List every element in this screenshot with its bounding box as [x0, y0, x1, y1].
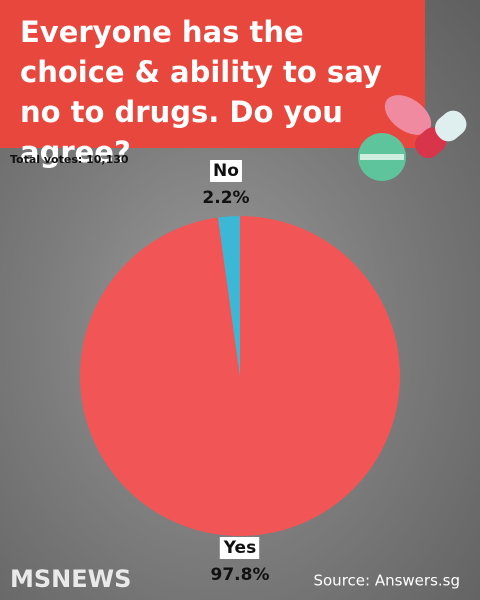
pie-slice	[217, 216, 240, 376]
chart-title: Everyone has the choice & ability to say…	[20, 15, 382, 169]
pie-slice	[79, 216, 400, 536]
value-label: 97.8%	[211, 565, 270, 585]
label-box	[210, 160, 242, 182]
category-label: No	[213, 161, 239, 181]
label-box	[219, 537, 260, 559]
subtitle: Total votes: 10,130	[10, 153, 129, 166]
logo: MSNEWS	[10, 565, 131, 593]
value-label: 2.2%	[202, 188, 249, 208]
source: Source: Answers.sg	[313, 572, 460, 590]
pill-icons	[358, 95, 467, 181]
category-label: Yes	[223, 538, 256, 558]
title-box: Everyone has the choice & ability to say…	[0, 0, 425, 169]
